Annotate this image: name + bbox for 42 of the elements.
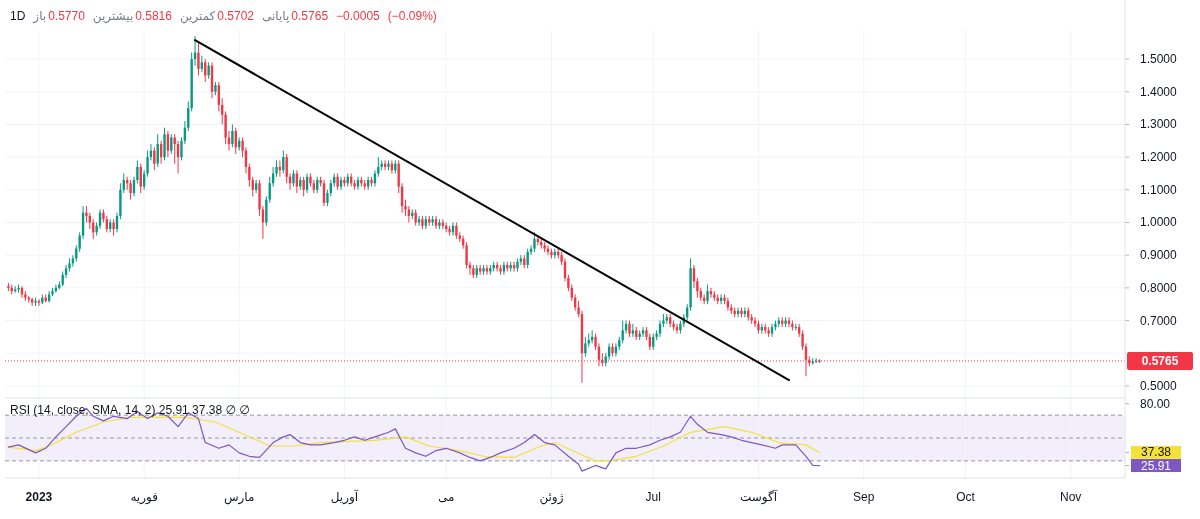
candlestick bbox=[129, 179, 132, 201]
y-tick-label: 80.00 bbox=[1140, 396, 1171, 411]
candlestick bbox=[533, 231, 536, 253]
candlestick bbox=[519, 254, 523, 266]
x-tick-label: مارس bbox=[223, 490, 255, 505]
y-tick-label: 0.9000 bbox=[1140, 248, 1178, 263]
y-tick-label: 1.1000 bbox=[1140, 182, 1178, 197]
line-series bbox=[7, 407, 821, 472]
x-tick-label: Oct bbox=[956, 490, 976, 504]
y-tick-label: 1.3000 bbox=[1140, 117, 1178, 132]
ref-line-label: 0.5765 bbox=[1141, 354, 1179, 369]
y-tick-label: 0.7000 bbox=[1140, 313, 1178, 328]
x-tick-label: فوریه bbox=[130, 490, 158, 505]
candlestick bbox=[526, 248, 529, 269]
candlestick bbox=[641, 326, 645, 338]
y-tick-label: 0.8000 bbox=[1140, 280, 1178, 295]
x-tick-label: آوریل bbox=[330, 489, 359, 505]
y-tick-label: 1.2000 bbox=[1140, 150, 1178, 165]
y-tick-label: 1.5000 bbox=[1140, 52, 1178, 67]
line-series bbox=[7, 416, 821, 462]
y-tick-label: 0.5000 bbox=[1140, 378, 1178, 393]
x-tick-label: Nov bbox=[1060, 490, 1082, 504]
candlestick bbox=[302, 176, 305, 197]
x-tick-label: ژوئن bbox=[539, 490, 564, 505]
text: RSI (14, close, SMA, 14, 2) 25.91 37.38 ∅ ∅ bbox=[10, 403, 250, 417]
candlestick bbox=[706, 284, 709, 305]
y-tick-label: 1.4000 bbox=[1140, 84, 1178, 99]
x-tick-label: Jul bbox=[645, 490, 661, 504]
x-tick-label: آگوست bbox=[739, 489, 778, 505]
candlestick bbox=[163, 127, 166, 161]
candlestick bbox=[584, 336, 587, 357]
candlestick bbox=[231, 123, 234, 148]
y-tick-label: 37.38 bbox=[1140, 445, 1172, 460]
y-tick-label: 25.91 bbox=[1140, 458, 1172, 473]
x-tick-label: می bbox=[437, 490, 455, 504]
x-tick-label: Sep bbox=[852, 490, 875, 504]
candlestick bbox=[153, 146, 156, 171]
x-tick-label: 2023 bbox=[25, 490, 53, 504]
chart-title: 1D bbox=[10, 9, 26, 23]
candlestick bbox=[631, 323, 635, 338]
candlestick bbox=[197, 42, 200, 76]
y-tick-label: 1.0000 bbox=[1140, 215, 1178, 230]
